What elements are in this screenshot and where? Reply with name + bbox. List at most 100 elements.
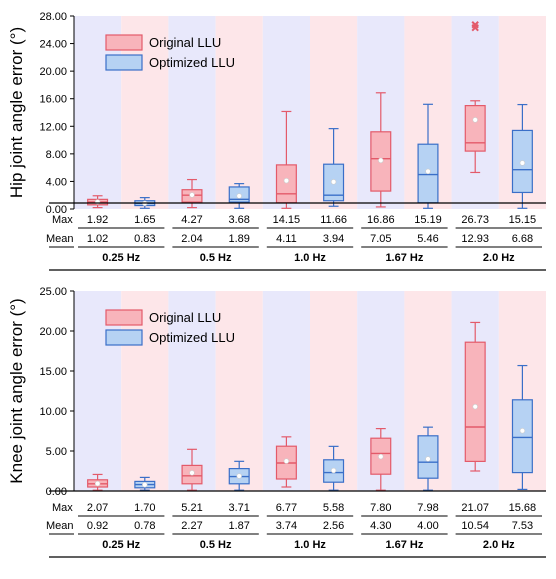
table-row-label: Max	[52, 214, 73, 226]
legend-label: Optimized LLU	[149, 55, 235, 70]
table-cell-mean: 3.94	[323, 233, 344, 245]
frequency-label: 0.5 Hz	[200, 539, 232, 551]
table-cell-mean: 2.27	[181, 520, 202, 532]
original-mean-marker	[94, 199, 101, 205]
table-cell-max: 16.86	[367, 214, 395, 226]
table-cell-mean: 1.87	[228, 520, 249, 532]
table-cell-max: 2.07	[87, 502, 108, 514]
table-cell-max: 15.68	[509, 502, 537, 514]
table-cell-max: 15.19	[414, 214, 442, 226]
optimized-box	[511, 399, 533, 474]
table-cell-mean: 0.92	[87, 520, 108, 532]
y-tick-label: 25.00	[39, 286, 67, 298]
table-cell-mean: 0.83	[134, 233, 155, 245]
frequency-label: 2.0 Hz	[483, 539, 515, 551]
y-tick-label: 20.00	[39, 326, 67, 338]
hip-panel: 0.00 4.00 8.00 12.00 16.00 20.00 24.00 28.00 Hip…	[7, 11, 546, 271]
original-mean-marker	[189, 192, 195, 198]
legend-swatch	[105, 329, 143, 346]
frequency-label: 1.0 Hz	[294, 252, 326, 264]
legend-swatch	[105, 54, 143, 71]
original-mean-marker	[189, 470, 195, 476]
y-tick-label: 8.00	[46, 149, 67, 161]
optimized-mean-marker	[330, 179, 337, 185]
y-tick-label: 5.00	[46, 446, 67, 458]
optimized-mean-marker	[142, 482, 148, 488]
optimized-mean-marker	[236, 473, 242, 479]
table-cell-max: 15.15	[509, 214, 537, 226]
table-cell-max: 11.66	[320, 214, 347, 226]
table-row-label: Max	[52, 502, 73, 514]
legend-label: Original LLU	[149, 310, 221, 325]
legend-label: Original LLU	[149, 35, 221, 50]
optimized-mean-marker	[425, 168, 431, 175]
legend-swatch	[105, 34, 143, 51]
optimized-mean-marker	[330, 467, 337, 474]
table-cell-mean: 5.46	[417, 233, 438, 245]
frequency-label: 0.25 Hz	[102, 539, 140, 551]
optimized-mean-marker	[519, 428, 526, 434]
table-cell-mean: 2.04	[181, 233, 202, 245]
y-tick-label: 28.00	[39, 11, 67, 23]
table-cell-max: 26.73	[461, 214, 489, 226]
table-cell-mean: 4.00	[417, 520, 438, 532]
table-cell-max: 6.77	[276, 502, 297, 514]
table-cell-max: 5.21	[181, 502, 202, 514]
original-outlier-marker	[471, 21, 479, 29]
frequency-label: 2.0 Hz	[483, 252, 515, 264]
original-mean-marker	[378, 453, 384, 460]
original-mean-marker	[472, 403, 478, 410]
original-box	[275, 164, 297, 204]
table-cell-mean: 6.68	[512, 233, 533, 245]
table-cell-mean: 7.05	[370, 233, 391, 245]
table-row-label: Mean	[46, 520, 74, 532]
table-row-label: Mean	[46, 233, 74, 245]
table-cell-mean: 4.11	[276, 233, 297, 245]
y-tick-label: 15.00	[39, 366, 67, 378]
y-tick-label: 10.00	[39, 406, 67, 418]
table-cell-max: 7.98	[417, 502, 438, 514]
original-mean-marker	[283, 458, 290, 464]
table-cell-max: 1.92	[87, 214, 108, 226]
table-cell-mean: 3.74	[276, 520, 297, 532]
original-mean-marker	[94, 480, 101, 487]
table-cell-mean: 1.02	[87, 233, 108, 245]
table-cell-mean: 2.56	[323, 520, 344, 532]
background-stripe	[215, 291, 263, 491]
y-tick-label: 16.00	[39, 94, 67, 106]
table-cell-max: 3.68	[228, 214, 249, 226]
optimized-mean-marker	[236, 193, 242, 199]
y-tick-label: 4.00	[46, 176, 67, 188]
original-mean-marker	[283, 177, 290, 184]
optimized-mean-marker	[519, 160, 526, 166]
table-cell-mean: 0.78	[134, 520, 155, 532]
table-cell-max: 3.71	[228, 502, 249, 514]
y-axis-label: Hip joint angle error (°)	[7, 27, 26, 198]
frequency-label: 1.0 Hz	[294, 539, 326, 551]
table-cell-max: 14.15	[273, 214, 301, 226]
y-tick-label: 20.00	[39, 66, 67, 78]
frequency-label: 0.5 Hz	[200, 252, 232, 264]
table-cell-mean: 7.53	[512, 520, 533, 532]
frequency-label: 1.67 Hz	[385, 252, 423, 264]
table-cell-max: 1.65	[134, 214, 155, 226]
table-cell-max: 21.07	[461, 502, 489, 514]
background-stripe	[168, 16, 216, 209]
legend-swatch	[105, 309, 143, 326]
y-axis-label: Knee joint angle error (°)	[7, 298, 26, 483]
table-cell-max: 1.70	[134, 502, 155, 514]
table-cell-max: 4.27	[181, 214, 202, 226]
y-tick-label: 0.00	[46, 204, 67, 216]
original-mean-marker	[472, 117, 478, 123]
original-box	[464, 105, 486, 152]
table-cell-max: 5.58	[323, 502, 344, 514]
table-cell-max: 7.80	[370, 502, 391, 514]
knee-panel: 0.00 5.00 10.00 15.00 20.00 25.00 Knee joint a…	[7, 286, 546, 558]
original-box	[464, 341, 486, 463]
optimized-mean-marker	[425, 456, 431, 462]
frequency-label: 1.67 Hz	[385, 539, 423, 551]
original-mean-marker	[378, 157, 384, 164]
table-cell-mean: 10.54	[461, 520, 489, 532]
y-tick-label: 0.00	[46, 486, 67, 498]
